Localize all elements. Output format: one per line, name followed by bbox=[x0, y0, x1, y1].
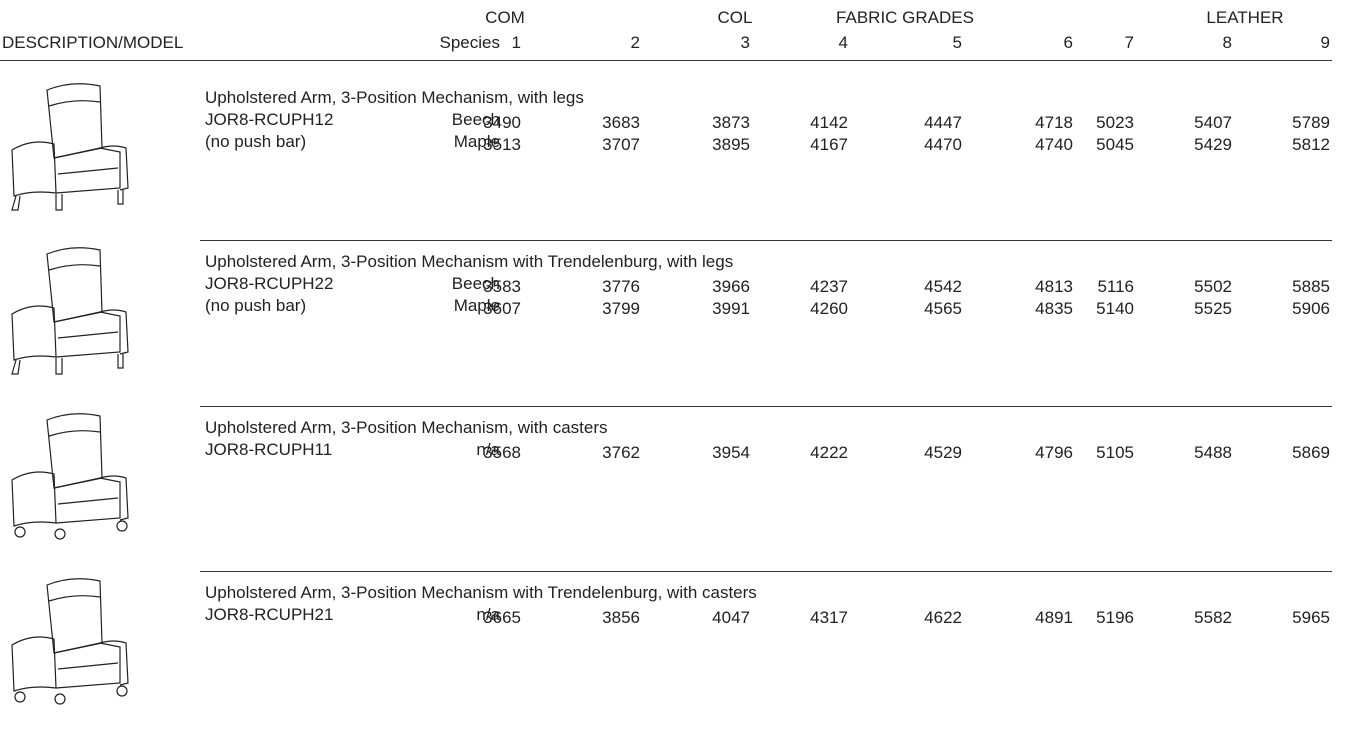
chair-icon bbox=[11, 247, 129, 375]
price: 4260 bbox=[810, 299, 848, 318]
price: 5965 bbox=[1292, 608, 1330, 627]
price: 5869 bbox=[1292, 443, 1330, 462]
price: 3895 bbox=[712, 135, 750, 154]
species: Beech bbox=[451, 110, 500, 129]
price: 4529 bbox=[924, 443, 962, 462]
species: Maple bbox=[453, 296, 500, 315]
price: 3568 bbox=[483, 443, 521, 462]
product-model: JOR8-RCUPH12 bbox=[205, 110, 334, 129]
price: 3873 bbox=[712, 113, 750, 132]
column-header: 6 bbox=[1063, 33, 1073, 52]
price: 3966 bbox=[712, 277, 750, 296]
group-label: LEATHER bbox=[1206, 8, 1284, 27]
product-model: JOR8-RCUPH21 bbox=[205, 605, 334, 624]
column-header: 3 bbox=[740, 33, 750, 52]
chair-icon bbox=[11, 413, 129, 540]
species: n/a bbox=[476, 440, 500, 459]
price: 5789 bbox=[1292, 113, 1330, 132]
price: 4470 bbox=[924, 135, 962, 154]
group-label: COL bbox=[717, 8, 753, 27]
price: 4237 bbox=[810, 277, 848, 296]
price: 5525 bbox=[1194, 299, 1232, 318]
price: 4740 bbox=[1035, 135, 1073, 154]
product-model: JOR8-RCUPH22 bbox=[205, 274, 334, 293]
column-header: Species bbox=[439, 33, 500, 52]
price: 4222 bbox=[810, 443, 848, 462]
price: 4167 bbox=[810, 135, 848, 154]
price: 5196 bbox=[1096, 608, 1134, 627]
section-divider bbox=[200, 240, 1332, 241]
price: 3607 bbox=[483, 299, 521, 318]
price: 4813 bbox=[1035, 277, 1073, 296]
price: 4047 bbox=[712, 608, 750, 627]
product-model: JOR8-RCUPH11 bbox=[205, 440, 333, 459]
price: 5488 bbox=[1194, 443, 1232, 462]
price: 3991 bbox=[712, 299, 750, 318]
product-description: Upholstered Arm, 3-Position Mechanism, w… bbox=[205, 88, 584, 107]
price: 4891 bbox=[1035, 608, 1073, 627]
species: Beech bbox=[451, 274, 500, 293]
section-divider bbox=[200, 571, 1332, 572]
price: 5140 bbox=[1096, 299, 1134, 318]
price: 3665 bbox=[483, 608, 521, 627]
price: 3856 bbox=[602, 608, 640, 627]
price: 3583 bbox=[483, 277, 521, 296]
species: Maple bbox=[453, 132, 500, 151]
product-description: Upholstered Arm, 3-Position Mechanism wi… bbox=[205, 583, 757, 602]
product-note: (no push bar) bbox=[205, 296, 307, 315]
price: 3799 bbox=[602, 299, 640, 318]
price: 5885 bbox=[1292, 277, 1330, 296]
column-header: 2 bbox=[630, 33, 640, 52]
group-label: FABRIC GRADES bbox=[836, 8, 974, 27]
price: 3490 bbox=[483, 113, 521, 132]
price: 4447 bbox=[924, 113, 962, 132]
species: n/a bbox=[476, 605, 500, 624]
column-header: 8 bbox=[1222, 33, 1232, 52]
header-rule bbox=[0, 60, 1332, 61]
column-header: 5 bbox=[952, 33, 962, 52]
chair-icon bbox=[11, 578, 129, 705]
price: 3683 bbox=[602, 113, 640, 132]
section-divider bbox=[200, 406, 1332, 407]
column-header: 9 bbox=[1320, 33, 1330, 52]
price: 5023 bbox=[1096, 113, 1134, 132]
price: 5407 bbox=[1194, 113, 1232, 132]
price: 4565 bbox=[924, 299, 962, 318]
price: 5429 bbox=[1194, 135, 1232, 154]
price: 4622 bbox=[924, 608, 962, 627]
group-label: COM bbox=[485, 8, 525, 27]
price: 5812 bbox=[1292, 135, 1330, 154]
price: 5906 bbox=[1292, 299, 1330, 318]
price: 4718 bbox=[1035, 113, 1073, 132]
column-header: 7 bbox=[1124, 33, 1134, 52]
price: 4142 bbox=[810, 113, 848, 132]
column-header: 4 bbox=[838, 33, 848, 52]
price: 4835 bbox=[1035, 299, 1073, 318]
product-note: (no push bar) bbox=[205, 132, 307, 151]
price: 4796 bbox=[1035, 443, 1073, 462]
price: 3776 bbox=[602, 277, 640, 296]
price: 3762 bbox=[602, 443, 640, 462]
price: 3513 bbox=[483, 135, 521, 154]
column-header: DESCRIPTION/MODEL bbox=[2, 33, 184, 52]
chair-icon bbox=[11, 83, 129, 211]
price: 5045 bbox=[1096, 135, 1134, 154]
product-description: Upholstered Arm, 3-Position Mechanism wi… bbox=[205, 252, 734, 271]
column-header: 1 bbox=[511, 33, 521, 52]
price: 5116 bbox=[1097, 277, 1134, 296]
price: 3954 bbox=[712, 443, 750, 462]
price: 4542 bbox=[924, 277, 962, 296]
price: 4317 bbox=[810, 608, 848, 627]
price: 5105 bbox=[1096, 443, 1134, 462]
price: 3707 bbox=[602, 135, 640, 154]
price: 5502 bbox=[1194, 277, 1232, 296]
product-description: Upholstered Arm, 3-Position Mechanism, w… bbox=[205, 418, 608, 437]
price: 5582 bbox=[1194, 608, 1232, 627]
